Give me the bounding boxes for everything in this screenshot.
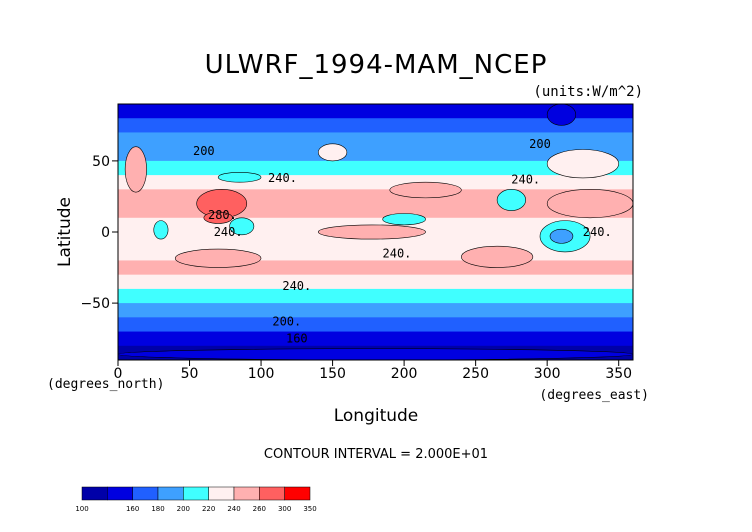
chart-title: ULWRF_1994-MAM_NCEP — [205, 50, 548, 80]
plot-area: 200 200 240. 240. 280. 240. 240. 240. 240. 200. 16… — [118, 104, 633, 360]
zonal-band — [118, 132, 633, 148]
contour-label: 240. — [583, 225, 612, 239]
contour-region — [389, 181, 462, 199]
contour-region — [461, 245, 534, 268]
units-label: (units:W/m^2) — [533, 84, 643, 100]
contour-region — [317, 143, 348, 162]
contour-region — [496, 189, 527, 211]
x-tick-label: 200 — [391, 366, 418, 382]
x-tick-label: 250 — [462, 366, 489, 382]
contour-region — [229, 217, 255, 236]
contour-label: 160 — [286, 332, 308, 346]
contour-region — [546, 189, 633, 219]
contour-region — [546, 149, 619, 179]
y-axis-label: Latitude — [55, 197, 75, 267]
zonal-band — [118, 146, 633, 162]
x-tick-label: 100 — [248, 366, 275, 382]
zonal-band — [118, 160, 633, 176]
contour-region — [174, 248, 262, 268]
contour-label: 240. — [383, 246, 412, 260]
zonal-band — [118, 288, 633, 304]
colorbar-swatch — [233, 486, 260, 501]
contour-region — [546, 104, 577, 126]
colorbar-swatch — [81, 486, 108, 501]
contour-label: 240. — [511, 172, 540, 186]
contour-region — [217, 171, 262, 183]
colorbar-swatch — [132, 486, 159, 501]
contour-region — [382, 213, 426, 226]
contour-label: 200 — [529, 137, 551, 151]
zonal-band — [118, 175, 633, 190]
colorbar-label: 160 — [126, 505, 139, 513]
contour-label: 200. — [272, 315, 301, 329]
zonal-band — [118, 104, 633, 119]
colorbar-swatch — [183, 486, 209, 501]
contour-label: 200 — [193, 144, 215, 158]
contour-region — [124, 146, 147, 193]
colorbar-swatch — [157, 486, 184, 501]
zonal-band — [118, 317, 633, 333]
colorbar-swatch — [284, 486, 311, 501]
zonal-band — [118, 303, 633, 318]
contour-region — [317, 224, 426, 240]
zonal-band — [118, 274, 633, 290]
contour-label: 240. — [282, 279, 311, 293]
x-axis-label: Longitude — [334, 406, 419, 426]
x-unit-label: (degrees_east) — [539, 388, 649, 403]
colorbar-swatch — [107, 486, 133, 501]
x-tick-label: 50 — [181, 366, 199, 382]
y-tick-label: 0 — [101, 225, 110, 241]
x-axis-ticks: 0 50 100 150 200 250 300 350 — [114, 360, 632, 382]
contour-labels: 200 200 240. 240. 280. 240. 240. 240. 240. 200. 16… — [193, 137, 612, 346]
y-tick-label: −50 — [80, 296, 110, 312]
contour-interval-text: CONTOUR INTERVAL = 2.000E+01 — [264, 447, 488, 462]
y-axis-ticks: −50 0 50 — [80, 154, 118, 312]
colorbar-label: 300 — [278, 505, 291, 513]
x-tick-label: 350 — [605, 366, 632, 382]
contour-label: 240. — [268, 171, 297, 185]
colorbar: 100 160 180 200 220 240 260 300 350 — [75, 486, 317, 513]
contour-region — [203, 211, 233, 224]
colorbar-label: 100 — [75, 505, 88, 513]
colorbar-label: 200 — [177, 505, 190, 513]
contour-label: 280. — [208, 208, 237, 222]
contour-region — [549, 228, 574, 244]
colorbar-label: 260 — [253, 505, 266, 513]
x-tick-label: 0 — [114, 366, 123, 382]
colorbar-label: 180 — [151, 505, 164, 513]
colorbar-swatch — [259, 486, 285, 501]
colorbar-label: 220 — [202, 505, 215, 513]
contour-region — [153, 220, 169, 240]
y-tick-label: 50 — [92, 154, 110, 170]
contour-label: 240. — [214, 225, 243, 239]
zonal-band — [118, 331, 633, 347]
zonal-band — [118, 118, 633, 133]
contour-region — [118, 348, 633, 360]
x-tick-label: 300 — [534, 366, 561, 382]
x-tick-label: 150 — [319, 366, 346, 382]
y-unit-label: (degrees_north) — [47, 377, 164, 392]
colorbar-label: 240 — [227, 505, 240, 513]
contour-blobs — [118, 104, 633, 360]
colorbar-swatch — [208, 486, 235, 501]
colorbar-label: 350 — [303, 505, 316, 513]
